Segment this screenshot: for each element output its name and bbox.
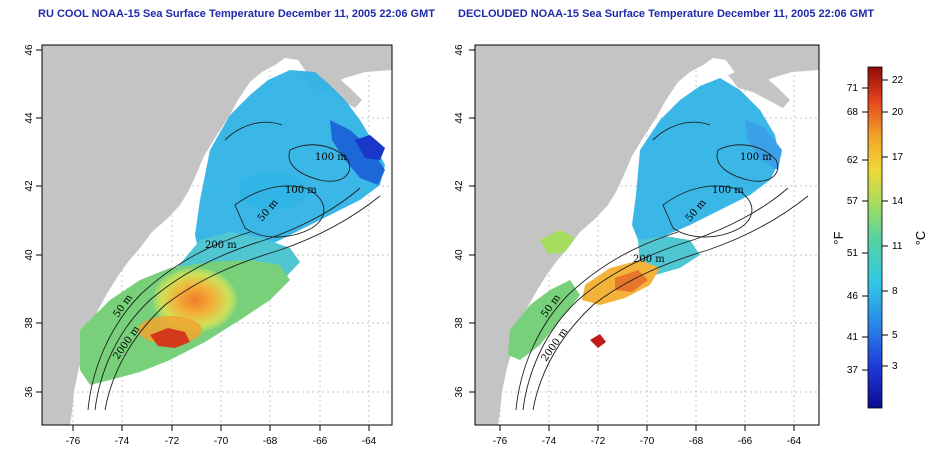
fahrenheit-tick-label: 62 xyxy=(847,155,859,166)
lon-tick-label: -74 xyxy=(542,436,557,447)
fahrenheit-tick-label: 71 xyxy=(847,83,859,94)
lat-tick-labels: 46 44 42 40 38 36 xyxy=(454,44,465,398)
lat-tick-label: 44 xyxy=(454,112,465,124)
colorbar: 71 68 62 57 51 46 41 37 22 20 17 14 11 8… xyxy=(831,66,928,409)
celsius-unit-label: °C xyxy=(913,231,928,246)
map-panel-left: 100 m 100 m 50 m 200 m 50 m 2000 m -76 -… xyxy=(24,44,393,447)
land-mass xyxy=(42,45,392,425)
fahrenheit-tick-label: 46 xyxy=(847,291,859,302)
lon-tick-label: -68 xyxy=(263,436,278,447)
colorbar-gradient xyxy=(867,66,883,409)
contour-label-200m: 200 m xyxy=(205,240,237,251)
lon-tick-labels: -76 -74 -72 -70 -68 -66 -64 xyxy=(493,436,802,447)
bathymetry-contours xyxy=(87,121,381,411)
celsius-tick-label: 5 xyxy=(892,330,898,341)
lon-tick-label: -72 xyxy=(165,436,180,447)
lat-tick-label: 42 xyxy=(454,180,465,192)
lon-tick-label: -68 xyxy=(689,436,704,447)
fahrenheit-tick-label: 51 xyxy=(847,248,859,259)
lon-tick-labels: -76 -74 -72 -70 -68 -66 -64 xyxy=(66,436,377,447)
lat-tick-labels: 46 44 42 40 38 36 xyxy=(24,44,35,398)
lon-tick-label: -70 xyxy=(640,436,655,447)
celsius-tick-label: 8 xyxy=(892,286,898,297)
celsius-tick-label: 17 xyxy=(892,152,904,163)
lat-tick-label: 40 xyxy=(24,249,35,261)
sst-field-left xyxy=(80,70,385,385)
lat-tick-label: 36 xyxy=(24,386,35,398)
fahrenheit-tick-label: 57 xyxy=(847,196,859,207)
map-frame xyxy=(41,44,393,426)
contour-label-100m-north: 100 m xyxy=(740,152,772,163)
lat-tick-label: 42 xyxy=(24,180,35,192)
lon-tick-label: -64 xyxy=(787,436,802,447)
map-panel-right: 100 m 100 m 50 m 200 m 50 m 2000 m -76 -… xyxy=(454,44,820,447)
fahrenheit-tick-label: 41 xyxy=(847,332,859,343)
lon-tick-label: -74 xyxy=(115,436,130,447)
sst-field-right xyxy=(508,78,782,360)
axis-ticks xyxy=(469,49,795,431)
bathymetry-contours xyxy=(515,121,809,411)
lon-tick-label: -66 xyxy=(738,436,753,447)
contour-label-100m-north: 100 m xyxy=(315,152,347,163)
fahrenheit-tick-label: 37 xyxy=(847,365,859,376)
lon-tick-label: -70 xyxy=(214,436,229,447)
lat-tick-label: 36 xyxy=(454,386,465,398)
fahrenheit-unit-label: °F xyxy=(831,231,846,244)
celsius-tick-label: 14 xyxy=(892,196,904,207)
celsius-tick-label: 22 xyxy=(892,75,904,86)
lon-tick-label: -64 xyxy=(362,436,377,447)
lat-tick-label: 46 xyxy=(24,44,35,56)
panel-title-left: RU COOL NOAA-15 Sea Surface Temperature … xyxy=(38,8,435,20)
nova-scotia xyxy=(728,68,790,108)
lat-tick-label: 38 xyxy=(454,317,465,329)
contour-label-100m-center: 100 m xyxy=(712,185,744,196)
axis-ticks xyxy=(36,49,370,431)
contour-label-200m: 200 m xyxy=(633,254,665,265)
lat-tick-label: 38 xyxy=(24,317,35,329)
panel-title-right: DECLOUDED NOAA-15 Sea Surface Temperatur… xyxy=(458,8,875,20)
lon-tick-label: -76 xyxy=(66,436,81,447)
lat-tick-label: 46 xyxy=(454,44,465,56)
land-mass xyxy=(475,45,819,425)
contour-label-100m-center: 100 m xyxy=(285,185,317,196)
celsius-tick-label: 11 xyxy=(892,241,903,252)
celsius-tick-label: 20 xyxy=(892,107,904,118)
lon-tick-label: -66 xyxy=(313,436,328,447)
lon-tick-label: -76 xyxy=(493,436,508,447)
lon-tick-label: -72 xyxy=(591,436,606,447)
lat-tick-label: 40 xyxy=(454,249,465,261)
fahrenheit-tick-label: 68 xyxy=(847,107,859,118)
colorbar-ticks xyxy=(862,79,888,371)
lat-tick-label: 44 xyxy=(24,112,35,124)
celsius-tick-label: 3 xyxy=(892,361,898,372)
